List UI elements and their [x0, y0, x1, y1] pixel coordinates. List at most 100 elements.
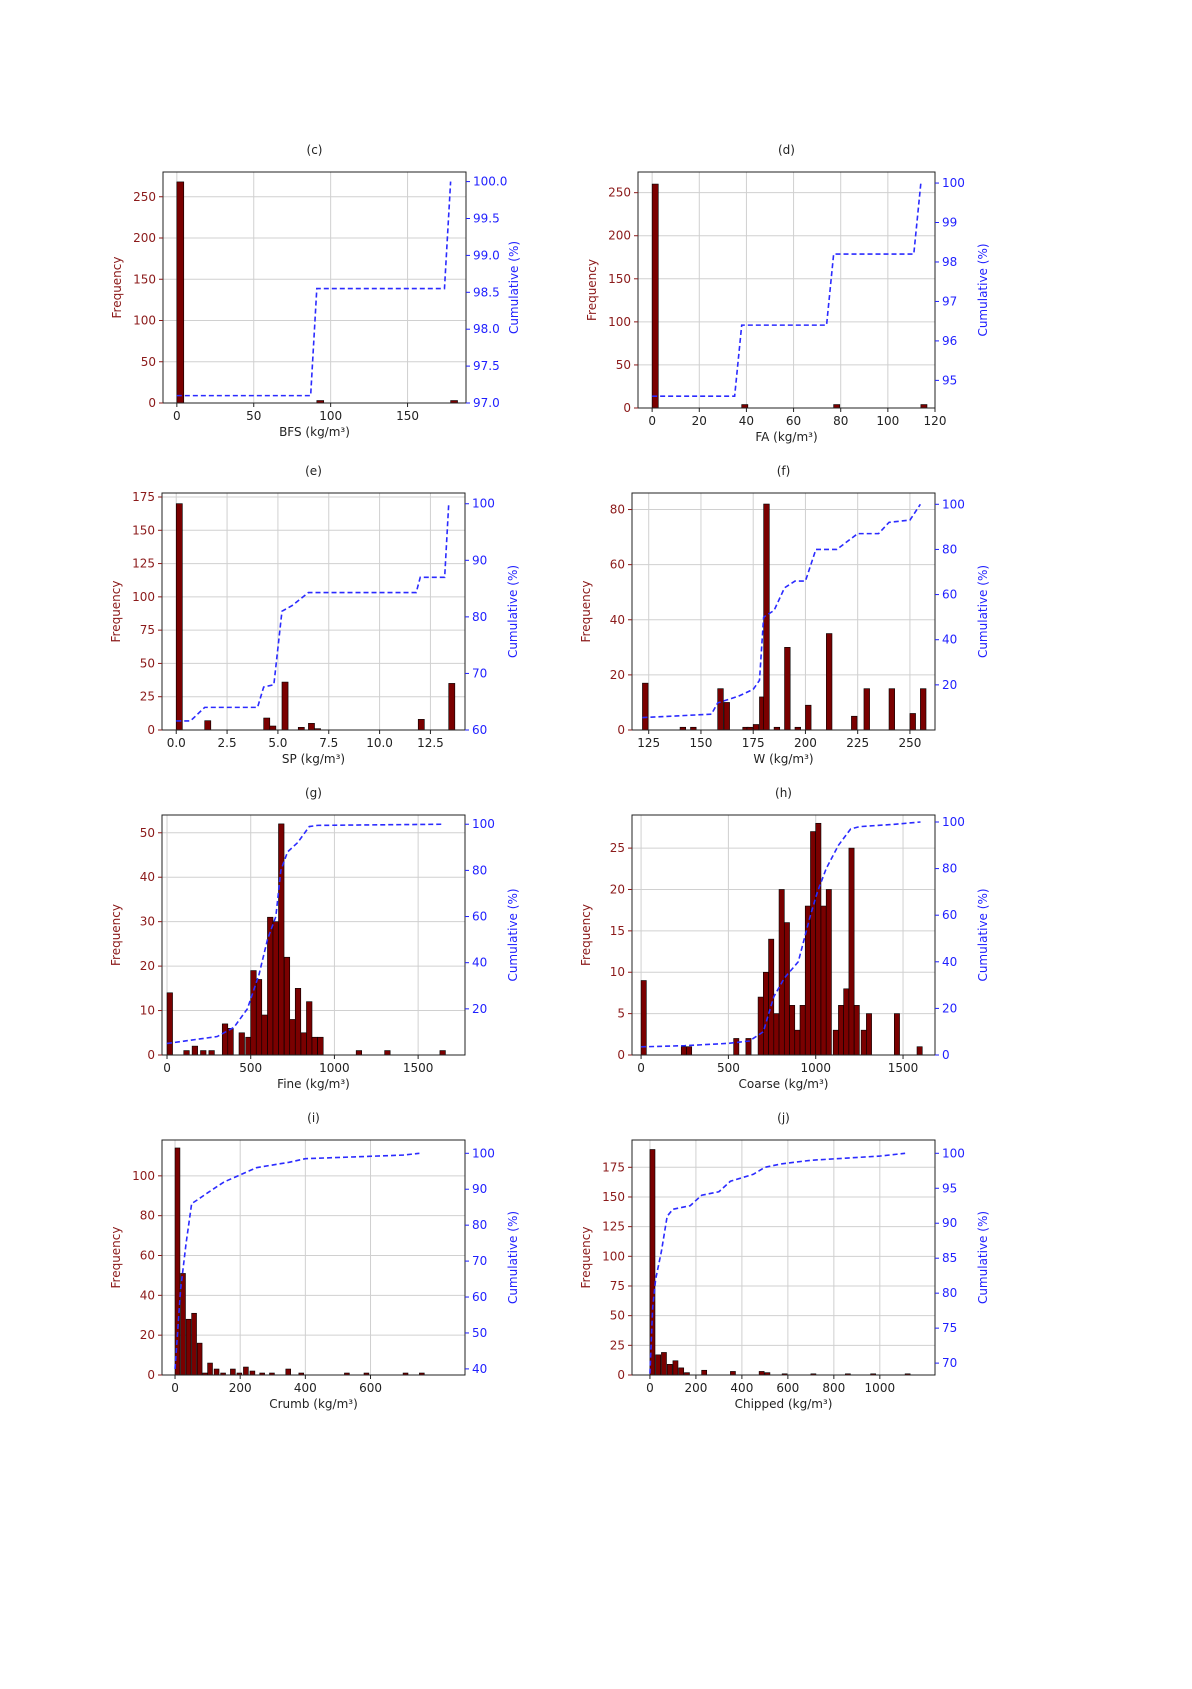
histogram-bar [245, 1036, 252, 1056]
y-tick-label: 80 [140, 1209, 155, 1223]
histogram-bar [196, 1342, 203, 1376]
histogram-bar [866, 1013, 872, 1056]
histogram-bar [815, 822, 822, 1056]
histogram-bar [804, 905, 811, 1056]
y2-tick-label: 98.0 [473, 322, 500, 336]
y-tick-label: 100 [602, 1249, 625, 1263]
histogram-bar [838, 1005, 844, 1056]
histogram-bar [843, 988, 850, 1056]
histogram-bar [661, 1352, 667, 1376]
x-axis-label: Fine (kg/m³) [277, 1077, 350, 1091]
x-tick-label: 1000 [865, 1381, 896, 1395]
x-tick-label: 0 [173, 409, 181, 423]
y-tick-label: 40 [610, 613, 625, 627]
histogram-bar [238, 1032, 245, 1056]
y-axis-label: Frequency [579, 1227, 593, 1289]
y2-tick-label: 97.5 [473, 359, 500, 373]
y2-tick-label: 40 [472, 956, 487, 970]
y-tick-label: 80 [610, 503, 625, 517]
histogram-bar [805, 704, 812, 731]
histogram-bar [680, 1046, 687, 1056]
y2-tick-label: 90 [472, 553, 487, 567]
histogram-bar [285, 1368, 291, 1376]
histogram-bar [267, 916, 274, 1056]
x-tick-label: 10.0 [366, 736, 393, 750]
histogram-bar [763, 971, 769, 1056]
x-tick-label: 1000 [319, 1061, 350, 1075]
histogram-bar [640, 980, 647, 1056]
cumulative-line [642, 503, 922, 719]
y2-tick-label: 60 [472, 723, 487, 737]
x-tick-label: 5.0 [268, 736, 287, 750]
histogram-bar [789, 1005, 796, 1056]
y2-tick-label: 97 [942, 294, 957, 308]
histogram-bar [200, 1050, 207, 1056]
histogram-bar [208, 1050, 215, 1056]
y-tick-label: 0 [617, 1368, 625, 1382]
y2-tick-label: 99.5 [473, 211, 500, 225]
y2-tick-label: 20 [472, 1002, 487, 1016]
histogram-bar [888, 688, 895, 731]
y-tick-label: 150 [133, 272, 156, 286]
x-tick-label: 60 [786, 414, 801, 428]
histogram-bar [820, 905, 827, 1056]
x-tick-label: 100 [876, 414, 899, 428]
histogram-bar [230, 1368, 236, 1376]
y2-tick-label: 100 [942, 176, 965, 190]
x-tick-label: 0 [163, 1061, 171, 1075]
y2-tick-label: 95 [942, 1181, 957, 1195]
x-tick-label: 400 [294, 1381, 317, 1395]
histogram-bar [778, 889, 785, 1056]
histogram-bar [227, 1028, 234, 1056]
y-tick-label: 60 [610, 558, 625, 572]
histogram-bar [794, 1029, 801, 1056]
histogram-bar [384, 1050, 391, 1056]
histogram-bar [283, 956, 291, 1056]
y2-tick-label: 85 [942, 1251, 957, 1265]
y2-tick-label: 60 [472, 1290, 487, 1304]
histogram-bar [863, 688, 870, 731]
subplot-title: (c) [307, 143, 323, 157]
x-tick-label: 7.5 [319, 736, 338, 750]
subplot-title: (h) [775, 786, 792, 800]
histogram-bar [166, 992, 173, 1056]
histogram-bar [701, 1369, 708, 1376]
x-axis-label: Coarse (kg/m³) [739, 1077, 829, 1091]
histogram-bar [851, 715, 858, 731]
subplot-title: (g) [305, 786, 322, 800]
x-axis-label: FA (kg/m³) [755, 430, 817, 444]
y2-tick-label: 90 [942, 1216, 957, 1230]
histogram-bar [176, 181, 185, 404]
histogram-bar [853, 1005, 860, 1056]
x-tick-label: 150 [690, 736, 713, 750]
histogram-bar [294, 988, 302, 1056]
histogram-bar [909, 713, 916, 731]
y-axis-label: Frequency [109, 581, 123, 643]
y2-tick-label: 20 [942, 678, 957, 692]
subplot-title: (e) [305, 464, 322, 478]
y2-tick-label: 96 [942, 334, 957, 348]
x-tick-label: 200 [794, 736, 817, 750]
y2-tick-label: 75 [942, 1321, 957, 1335]
subplot-title: (f) [777, 464, 791, 478]
x-tick-label: 250 [898, 736, 921, 750]
y2-axis-label: Cumulative (%) [506, 888, 520, 981]
cumulative-line [649, 1152, 906, 1374]
histogram-bar [810, 831, 817, 1056]
y2-tick-label: 98 [942, 255, 957, 269]
y2-tick-label: 80 [942, 542, 957, 556]
y-tick-label: 0 [148, 396, 156, 410]
y2-tick-label: 98.5 [473, 285, 500, 299]
x-tick-label: 800 [822, 1381, 845, 1395]
y2-tick-label: 60 [942, 588, 957, 602]
x-tick-label: 1500 [888, 1061, 919, 1075]
y2-tick-label: 80 [942, 862, 957, 876]
y2-tick-label: 40 [472, 1362, 487, 1376]
x-tick-label: 0 [646, 1381, 654, 1395]
histogram-bar [308, 723, 315, 731]
y-tick-label: 20 [140, 1328, 155, 1342]
subplot-h: 0 500 1000 1500 0 5 10 15 20 25 0 20 40 60 80 100 (h) Coa… [579, 786, 990, 1091]
x-tick-label: 20 [692, 414, 707, 428]
histogram-bar [799, 1005, 806, 1056]
histogram-bar [655, 1354, 662, 1376]
